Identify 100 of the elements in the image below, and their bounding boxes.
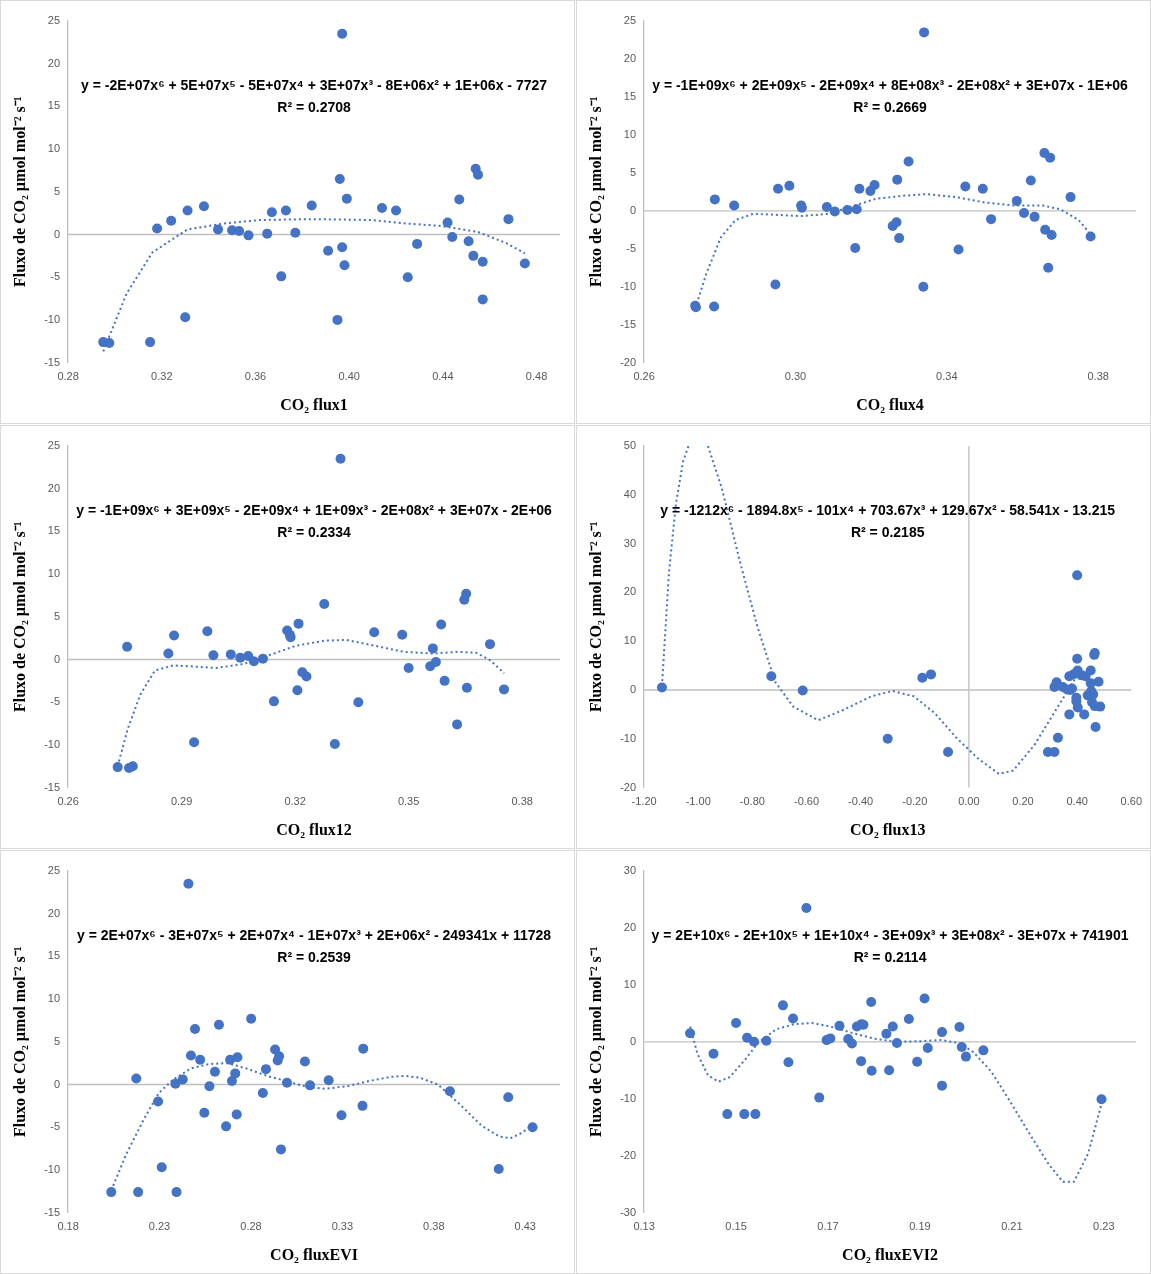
x-tick-label: 0.38 <box>1087 370 1109 383</box>
x-tick-label: -0.60 <box>793 795 820 808</box>
y-tick-label: 0 <box>629 683 637 696</box>
y-tick-label: 20 <box>623 585 637 598</box>
point <box>341 193 352 204</box>
point <box>305 1080 316 1091</box>
point <box>112 762 123 773</box>
point <box>882 733 893 744</box>
y-tick-label: -30 <box>620 1205 637 1218</box>
point <box>884 1065 895 1076</box>
y-tick-label: 10 <box>623 127 637 140</box>
y-tick-label: 25 <box>47 14 61 27</box>
x-tick-label: 0.26 <box>57 795 79 808</box>
x-axis-title: CO₂ flux13 <box>849 820 926 838</box>
x-tick-label: 0.20 <box>1012 795 1034 808</box>
point <box>903 1014 914 1025</box>
x-tick-label: 0.38 <box>423 1220 445 1233</box>
point <box>468 250 479 261</box>
point <box>152 223 163 234</box>
point <box>742 1032 753 1043</box>
point <box>171 1187 182 1198</box>
point <box>493 1164 504 1175</box>
point <box>1019 208 1029 219</box>
point <box>243 230 254 241</box>
point <box>1079 709 1090 720</box>
point <box>353 697 364 708</box>
point <box>1040 224 1051 235</box>
point <box>402 272 413 283</box>
point <box>262 228 273 239</box>
point <box>268 696 279 707</box>
y-tick-label: 20 <box>47 56 61 69</box>
point <box>280 205 291 216</box>
point <box>842 205 853 216</box>
point <box>953 244 964 255</box>
annotation: y = -1E+09x⁶ + 3E+09x⁵ - 2E+09x⁴ + 1E+09x³ - 2E+08x² + 3E+07x - 2E+06 <box>76 501 553 518</box>
point <box>293 618 304 629</box>
y-axis-title: Fluxo de CO₂ µmol mol⁻² s⁻¹ <box>10 946 29 1138</box>
point <box>919 27 930 38</box>
point <box>357 1100 368 1111</box>
x-tick-label: 0.44 <box>432 370 454 383</box>
y-tick-label: -15 <box>44 1205 61 1218</box>
y-tick-label: -10 <box>620 731 637 744</box>
y-tick-label: 15 <box>623 89 637 102</box>
y-tick-label: 20 <box>47 481 61 494</box>
point <box>336 1110 347 1121</box>
point <box>248 656 259 667</box>
y-tick-label: -20 <box>620 1148 637 1161</box>
point <box>917 672 928 683</box>
annotation: R² = 0.2539 <box>277 948 352 965</box>
point <box>461 588 472 599</box>
y-tick-label: 20 <box>47 906 61 919</box>
point <box>397 629 408 640</box>
x-tick-label: 0.23 <box>148 1220 171 1233</box>
annotation: R² = 0.2334 <box>277 523 352 540</box>
point <box>770 279 781 290</box>
point <box>260 1064 271 1075</box>
point <box>145 337 156 348</box>
point <box>430 657 441 668</box>
point <box>1045 152 1056 163</box>
x-tick-label: 0.30 <box>784 370 807 383</box>
x-tick-label: 0.15 <box>725 1220 747 1233</box>
point <box>1029 211 1040 222</box>
point <box>436 619 447 630</box>
x-tick-label: 0.29 <box>170 795 193 808</box>
point <box>477 294 488 305</box>
point <box>986 214 997 225</box>
y-tick-label: 0 <box>629 203 637 216</box>
point <box>1072 570 1083 581</box>
point <box>731 1018 742 1029</box>
point <box>208 650 219 661</box>
point <box>503 1092 514 1103</box>
point <box>709 194 720 205</box>
point <box>230 1068 241 1079</box>
point <box>956 1041 967 1052</box>
point <box>869 179 880 190</box>
y-tick-label: -5 <box>50 270 61 283</box>
point <box>177 1074 188 1085</box>
point <box>323 245 334 256</box>
point <box>814 1092 825 1103</box>
point <box>788 1013 799 1024</box>
y-tick-label: -10 <box>44 1162 61 1175</box>
x-axis-title: CO₂ fluxEVI <box>270 1245 359 1263</box>
y-tick-label: 15 <box>47 524 61 537</box>
point <box>1065 192 1076 203</box>
y-tick-label: 10 <box>47 567 61 580</box>
point <box>851 204 862 215</box>
y-tick-label: -15 <box>44 355 61 368</box>
point <box>180 312 191 323</box>
point <box>334 173 345 184</box>
point <box>881 1028 892 1039</box>
y-tick-label: 25 <box>47 864 61 877</box>
point <box>1025 175 1036 186</box>
point <box>825 1033 836 1044</box>
point <box>323 1075 334 1086</box>
x-tick-label: 0.26 <box>633 370 655 383</box>
point <box>1072 702 1083 713</box>
y-axis-title: Fluxo de CO₂ µmol mol⁻² s⁻¹ <box>586 946 605 1138</box>
point <box>894 233 905 244</box>
point <box>427 643 438 654</box>
y-tick-label: -15 <box>620 317 637 330</box>
